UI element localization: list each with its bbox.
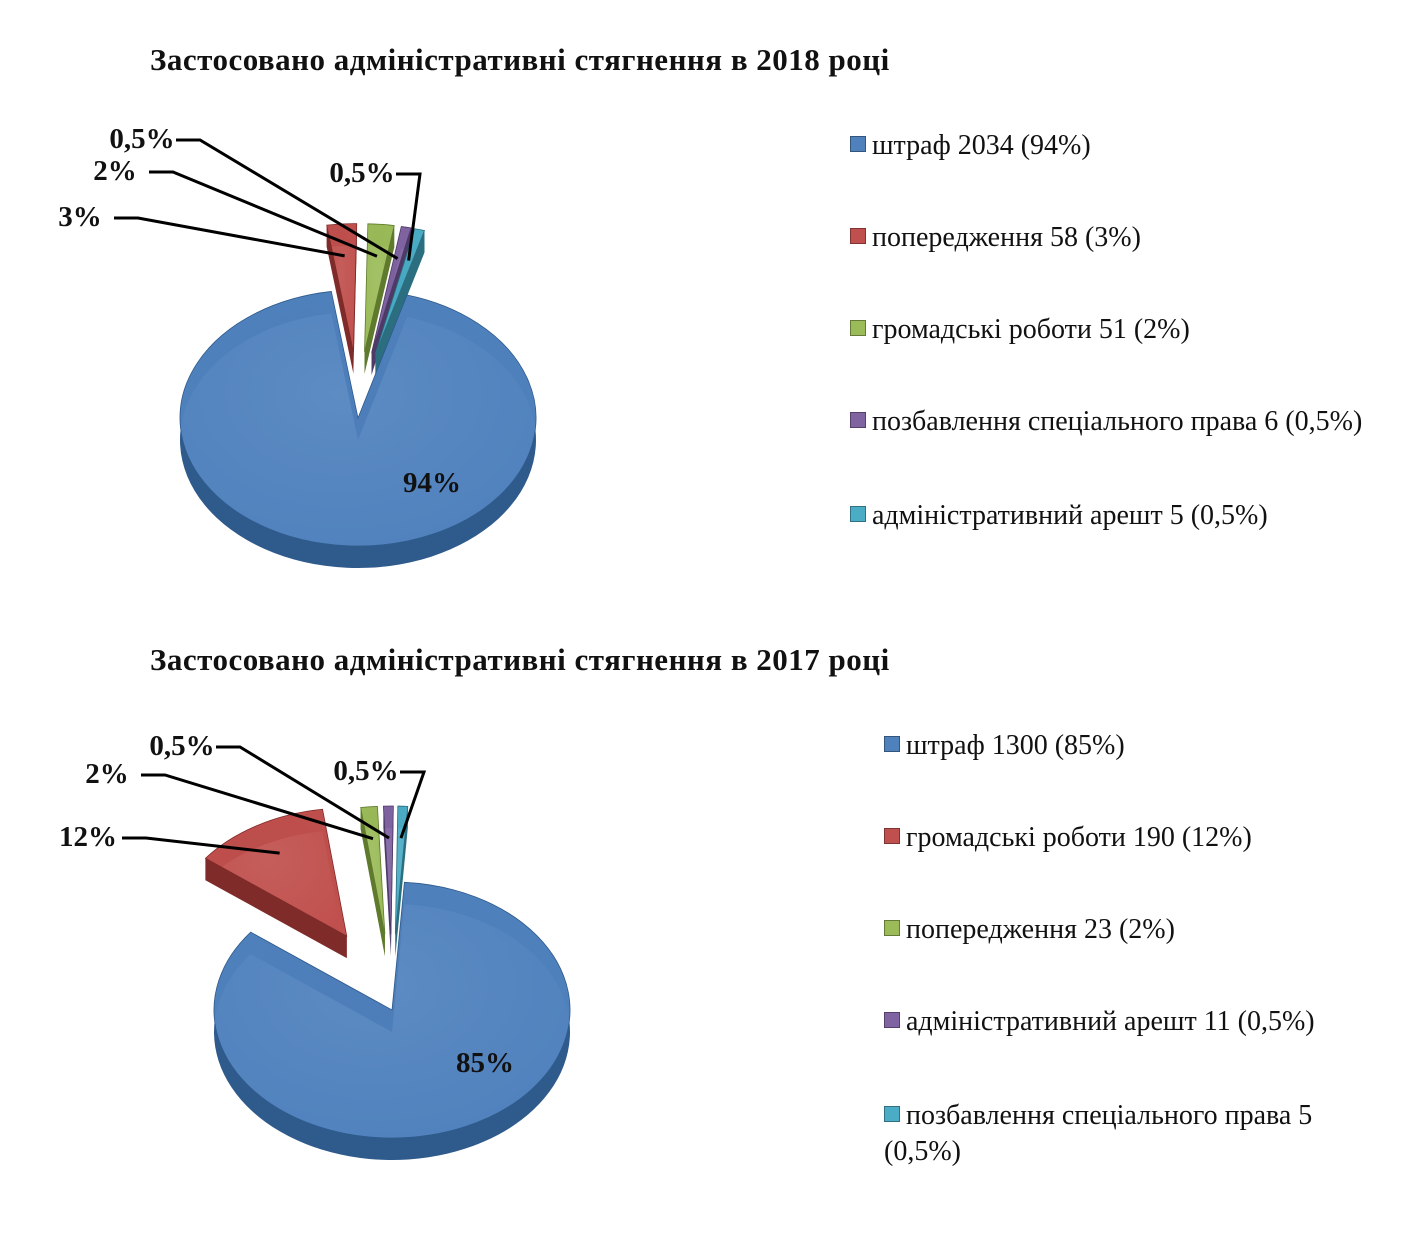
pie-slice-top xyxy=(364,223,395,352)
pie-slice-top xyxy=(179,291,537,547)
percent-label: 0,5% xyxy=(329,157,394,189)
pie-slice-side xyxy=(395,806,408,957)
data-label-позбавлення-спеціального-права: 0,5% xyxy=(333,755,427,839)
pie-slice-попередження xyxy=(360,806,386,957)
legend-label: штраф 1300 (85%) xyxy=(906,730,1125,761)
legend-swatch xyxy=(884,828,900,844)
legend-item-адміністративний-арешт: адміністративний арешт 5 (0,5%) xyxy=(850,498,1370,534)
pie-slice-top xyxy=(383,805,394,935)
legend-item-штраф: штраф 1300 (85%) xyxy=(884,728,1364,764)
legend-swatch xyxy=(850,228,866,244)
percent-label: 12% xyxy=(59,821,117,853)
leader-line xyxy=(399,770,427,839)
legend-label: попередження 23 (2%) xyxy=(906,914,1175,945)
leader-line xyxy=(216,745,390,840)
legend-label: громадські роботи 190 (12%) xyxy=(906,822,1252,853)
legend-item-позбавлення-спеціального-права: позбавлення спеціального права 5 (0,5%) xyxy=(884,1098,1364,1170)
pie-slice-top xyxy=(375,228,426,354)
pie-slice-top xyxy=(213,881,571,1139)
pie-slice-top xyxy=(360,806,386,935)
legend-swatch xyxy=(850,412,866,428)
percent-label: 0,5% xyxy=(109,123,174,155)
chart-2018: Застосовано адміністративні стягнення в … xyxy=(0,0,1414,610)
pie-slice-side xyxy=(360,807,385,957)
pie-slice-позбавлення-спеціального-права xyxy=(394,805,409,957)
percent-label: 2% xyxy=(85,758,129,790)
legend-swatch xyxy=(884,1012,900,1028)
legend-swatch xyxy=(850,320,866,336)
data-label-штраф: 94% xyxy=(403,467,461,499)
pie-slice-попередження xyxy=(326,223,358,374)
percent-label: 3% xyxy=(58,201,102,233)
percent-label: 85% xyxy=(456,1047,514,1079)
pie-slice-адміністративний-арешт xyxy=(383,805,394,957)
pie-slice-side xyxy=(375,230,425,376)
legend-label: позбавлення спеціального права 6 (0,5%) xyxy=(872,406,1363,437)
legend-swatch xyxy=(884,736,900,752)
data-label-попередження: 3% xyxy=(58,201,345,258)
pie-slice-громадські-роботи xyxy=(204,808,348,959)
leader-line xyxy=(149,170,378,258)
legend-label: адміністративний арешт 11 (0,5%) xyxy=(906,1006,1315,1037)
legend-item-попередження: попередження 58 (3%) xyxy=(850,220,1370,256)
legend-item-громадські-роботи: громадські роботи 190 (12%) xyxy=(884,820,1364,856)
leader-line xyxy=(176,138,399,260)
chart-title: Застосовано адміністративні стягнення в … xyxy=(150,42,890,77)
legend-swatch xyxy=(884,1106,900,1122)
pie-slice-громадські-роботи xyxy=(364,223,395,374)
pie-slice-top xyxy=(204,808,348,937)
pie-slice-side xyxy=(205,858,347,959)
percent-label: 94% xyxy=(403,467,461,499)
data-label-адміністративний-арешт: 0,5% xyxy=(329,157,422,261)
legend-item-штраф: штраф 2034 (94%) xyxy=(850,128,1370,164)
pie-slice-штраф xyxy=(213,881,571,1160)
pie-slice-side xyxy=(326,225,354,374)
pie-slice-side xyxy=(364,225,395,374)
data-label-позбавлення-спеціального-права: 0,5% xyxy=(109,123,399,260)
pie-chart: 85% 12% 2% 0,5% 0,5% xyxy=(59,730,571,1160)
pie-chart: 94%3%2%0,5%0,5% xyxy=(58,123,537,569)
data-label-адміністративний-арешт: 0,5% xyxy=(149,730,390,840)
percent-label: 2% xyxy=(93,155,137,187)
data-label-громадські-роботи: 2% xyxy=(93,155,378,258)
legend: штраф 1300 (85%) громадські роботи 190 (1… xyxy=(884,728,1384,1188)
percent-label: 0,5% xyxy=(149,730,214,762)
legend-label: позбавлення спеціального права 5 (0,5%) xyxy=(884,1100,1313,1167)
legend-item-позбавлення-спеціального-права: позбавлення спеціального права 6 (0,5%) xyxy=(850,404,1370,440)
pie-slice-top xyxy=(394,805,409,935)
legend-swatch xyxy=(884,920,900,936)
legend: штраф 2034 (94%) попередження 58 (3%) гром… xyxy=(850,128,1390,548)
pie-slice-штраф xyxy=(179,291,537,569)
data-label-громадські-роботи: 12% xyxy=(59,821,280,855)
legend-item-громадські-роботи: громадські роботи 51 (2%) xyxy=(850,312,1370,348)
leader-line xyxy=(114,216,345,258)
legend-label: попередження 58 (3%) xyxy=(872,222,1141,253)
percent-label: 0,5% xyxy=(333,755,398,787)
data-label-попередження: 2% xyxy=(85,758,374,841)
data-label-штраф: 85% xyxy=(456,1047,514,1079)
chart-title: Застосовано адміністративні стягнення в … xyxy=(150,642,890,677)
legend-swatch xyxy=(850,506,866,522)
chart-2017: Застосовано адміністративні стягнення в … xyxy=(0,620,1414,1220)
pie-slice-top xyxy=(371,226,412,353)
legend-item-попередження: попередження 23 (2%) xyxy=(884,912,1364,948)
leader-line xyxy=(396,172,422,261)
legend-label: адміністративний арешт 5 (0,5%) xyxy=(872,500,1268,531)
leader-line xyxy=(141,773,374,841)
legend-swatch xyxy=(850,136,866,152)
legend-label: громадські роботи 51 (2%) xyxy=(872,314,1190,345)
leader-line xyxy=(122,836,280,855)
legend-item-адміністративний-арешт: адміністративний арешт 11 (0,5%) xyxy=(884,1004,1364,1040)
pie-slice-адміністративний-арешт xyxy=(375,228,426,376)
legend-label: штраф 2034 (94%) xyxy=(872,130,1091,161)
